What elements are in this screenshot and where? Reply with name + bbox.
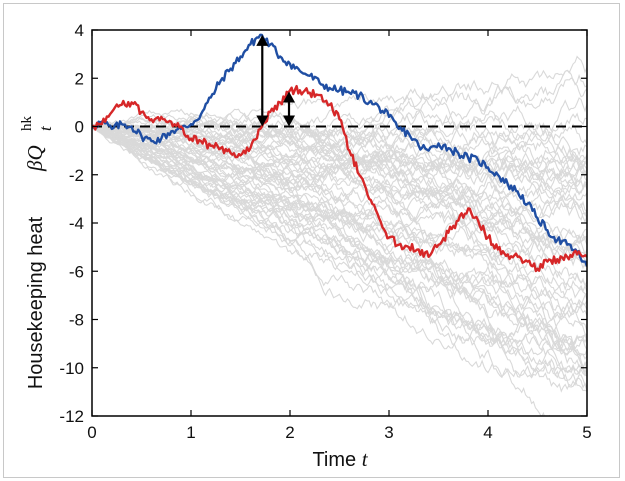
y-tick-label: -10 — [59, 359, 84, 378]
background-trajectory — [92, 126, 587, 393]
x-tick-label: 4 — [483, 423, 492, 442]
background-trajectory — [92, 123, 587, 261]
y-tick-label: -8 — [69, 311, 84, 330]
double-arrow-2 — [283, 91, 296, 127]
series-layer — [92, 33, 587, 273]
background-trajectory — [92, 124, 587, 268]
x-tick-label: 5 — [582, 423, 591, 442]
x-tick-label: 2 — [285, 423, 294, 442]
svg-text:hk: hk — [19, 116, 35, 132]
y-tick-label: 2 — [75, 69, 84, 88]
background-trajectory — [92, 69, 587, 133]
background-trajectory — [92, 125, 587, 352]
background-trajectory — [92, 125, 587, 293]
background-trajectory — [92, 126, 587, 351]
series-line-1 — [92, 33, 587, 267]
x-tick-label: 1 — [186, 423, 195, 442]
figure-frame — [3, 3, 620, 478]
background-trajectory — [92, 124, 587, 332]
y-tick-label: 0 — [75, 118, 84, 137]
x-tick-label: 3 — [384, 423, 393, 442]
background-trajectory — [92, 125, 587, 291]
svg-text:Housekeeping heat: Housekeeping heat — [25, 216, 47, 389]
series-line-2 — [92, 84, 587, 273]
svg-text:t: t — [36, 125, 55, 131]
y-tick-label: -6 — [69, 262, 84, 281]
background-trajectory — [92, 127, 587, 250]
axis-ticks: 0 1 2 3 4 5 4 2 0 -2 -4 -6 -8 -10 -12 — [59, 21, 591, 442]
y-tick-label: -12 — [59, 407, 84, 426]
y-tick-label: 4 — [75, 21, 84, 40]
background-trajectory — [92, 126, 587, 355]
background-trajectory — [92, 126, 587, 224]
y-tick-label: -2 — [69, 166, 84, 185]
background-trajectories — [92, 55, 587, 416]
background-trajectory — [92, 124, 587, 206]
y-tick-label: -4 — [69, 214, 84, 233]
background-trajectory — [92, 125, 587, 256]
x-axis-label: Time t — [312, 447, 368, 471]
double-arrow-1 — [256, 34, 269, 127]
y-axis-label: Housekeeping heat βQ hk t — [19, 116, 55, 390]
background-trajectory — [92, 126, 587, 260]
x-tick-label: 0 — [87, 423, 96, 442]
annotations — [256, 34, 296, 127]
background-trajectory — [92, 124, 587, 352]
background-trajectory — [92, 124, 587, 378]
background-trajectory — [92, 125, 587, 196]
svg-text:βQ: βQ — [23, 145, 47, 172]
background-trajectory — [92, 126, 587, 371]
